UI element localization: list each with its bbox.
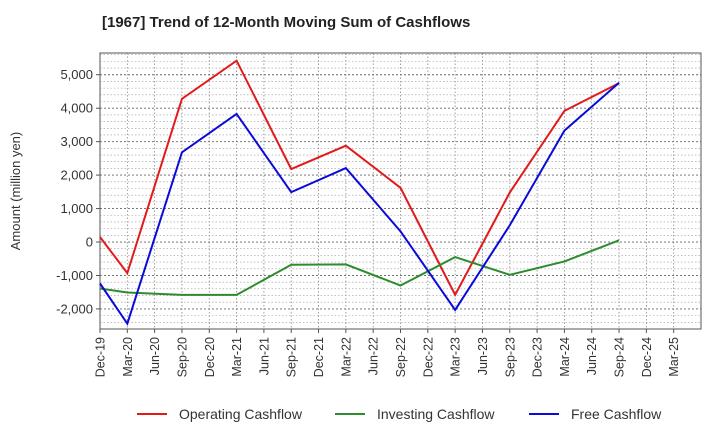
x-tick-label: Mar-21 [230,337,244,377]
x-tick-label: Sep-22 [394,337,408,377]
y-tick-label: 4,000 [60,101,93,116]
axis-layer: -2,000 -1,000 0 1,000 2,000 3,000 4,000 5,000 De… [56,67,681,377]
x-tick-label: Dec-19 [94,337,108,377]
series-line-operating-cashflow [99,59,620,298]
x-tick-label: Sep-23 [503,337,517,377]
x-tick-label: Jun-24 [585,337,599,375]
y-tick-label: 2,000 [60,168,93,183]
x-tick-label: Mar-24 [558,337,572,377]
x-tick-label: Sep-20 [175,337,189,377]
y-tick-label: 1,000 [60,201,93,216]
series-layer [99,59,620,326]
y-tick-label: 5,000 [60,67,93,82]
x-tick-label: Mar-25 [667,337,681,377]
x-tick-label: Dec-21 [312,337,326,377]
legend-label: Free Cashflow [571,406,662,422]
y-tick-label: 0 [86,235,93,250]
series-line-free-cashflow [99,82,620,326]
y-tick-label: -2,000 [56,301,93,316]
y-axis-label: Amount (million yen) [8,132,23,251]
series-line-investing-cashflow [99,239,620,296]
x-tick-label: Jun-21 [257,337,271,375]
x-tick-label: Sep-24 [613,337,627,377]
x-tick-label: Jun-23 [476,337,490,375]
legend-label: Investing Cashflow [377,406,495,422]
x-tick-label: Mar-23 [449,337,463,377]
legend-label: Operating Cashflow [179,406,303,422]
x-tick-label: Mar-22 [339,337,353,377]
x-tick-label: Dec-22 [421,337,435,377]
x-tick-label: Dec-20 [203,337,217,377]
chart-title: [1967] Trend of 12-Month Moving Sum of C… [102,14,471,31]
legend: Operating Cashflow Investing Cashflow Free… [137,406,662,422]
y-tick-label: -1,000 [56,268,93,283]
x-tick-label: Sep-21 [285,337,299,377]
x-tick-label: Dec-23 [531,337,545,377]
y-tick-label: 3,000 [60,134,93,149]
x-tick-label: Jun-22 [367,337,381,375]
x-tick-label: Mar-20 [121,337,135,377]
grid-layer [100,53,701,330]
x-tick-label: Jun-20 [148,337,162,375]
x-tick-label: Dec-24 [640,337,654,377]
